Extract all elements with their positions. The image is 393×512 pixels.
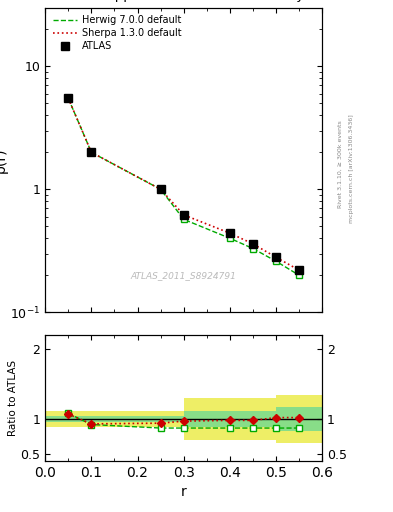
Sherpa 1.3.0 default	[182, 212, 186, 218]
Herwig 7.0.0 default	[158, 186, 163, 193]
Line: Herwig 7.0.0 default: Herwig 7.0.0 default	[68, 98, 299, 275]
ATLAS	[251, 241, 255, 247]
Sherpa 1.3.0 default	[274, 254, 279, 261]
Text: 7000 GeV pp: 7000 GeV pp	[45, 0, 132, 2]
Herwig 7.0.0 default	[274, 258, 279, 264]
Herwig 7.0.0 default	[228, 235, 232, 241]
Text: ATLAS_2011_S8924791: ATLAS_2011_S8924791	[131, 271, 237, 280]
Herwig 7.0.0 default	[182, 216, 186, 222]
Line: ATLAS: ATLAS	[64, 94, 303, 274]
Line: Sherpa 1.3.0 default: Sherpa 1.3.0 default	[68, 98, 299, 270]
Sherpa 1.3.0 default	[66, 95, 71, 101]
Text: Jets: Jets	[298, 0, 322, 2]
Y-axis label: ρ(r): ρ(r)	[0, 147, 7, 173]
Legend: Herwig 7.0.0 default, Sherpa 1.3.0 default, ATLAS: Herwig 7.0.0 default, Sherpa 1.3.0 defau…	[50, 12, 185, 54]
Text: mcplots.cern.ch [arXiv:1306.3436]: mcplots.cern.ch [arXiv:1306.3436]	[349, 115, 354, 223]
Herwig 7.0.0 default	[66, 95, 71, 101]
Y-axis label: Ratio to ATLAS: Ratio to ATLAS	[7, 360, 18, 436]
Sherpa 1.3.0 default	[228, 230, 232, 236]
Herwig 7.0.0 default	[297, 272, 301, 279]
ATLAS	[66, 95, 71, 101]
ATLAS	[158, 186, 163, 193]
Sherpa 1.3.0 default	[297, 267, 301, 273]
Herwig 7.0.0 default	[251, 245, 255, 251]
X-axis label: r: r	[181, 485, 187, 499]
ATLAS	[182, 212, 186, 218]
Sherpa 1.3.0 default	[89, 149, 94, 155]
Sherpa 1.3.0 default	[158, 186, 163, 193]
ATLAS	[297, 267, 301, 273]
ATLAS	[89, 149, 94, 155]
Herwig 7.0.0 default	[89, 149, 94, 155]
Text: Rivet 3.1.10, ≥ 300k events: Rivet 3.1.10, ≥ 300k events	[338, 120, 342, 208]
ATLAS	[228, 230, 232, 236]
Sherpa 1.3.0 default	[251, 241, 255, 247]
ATLAS	[274, 254, 279, 261]
